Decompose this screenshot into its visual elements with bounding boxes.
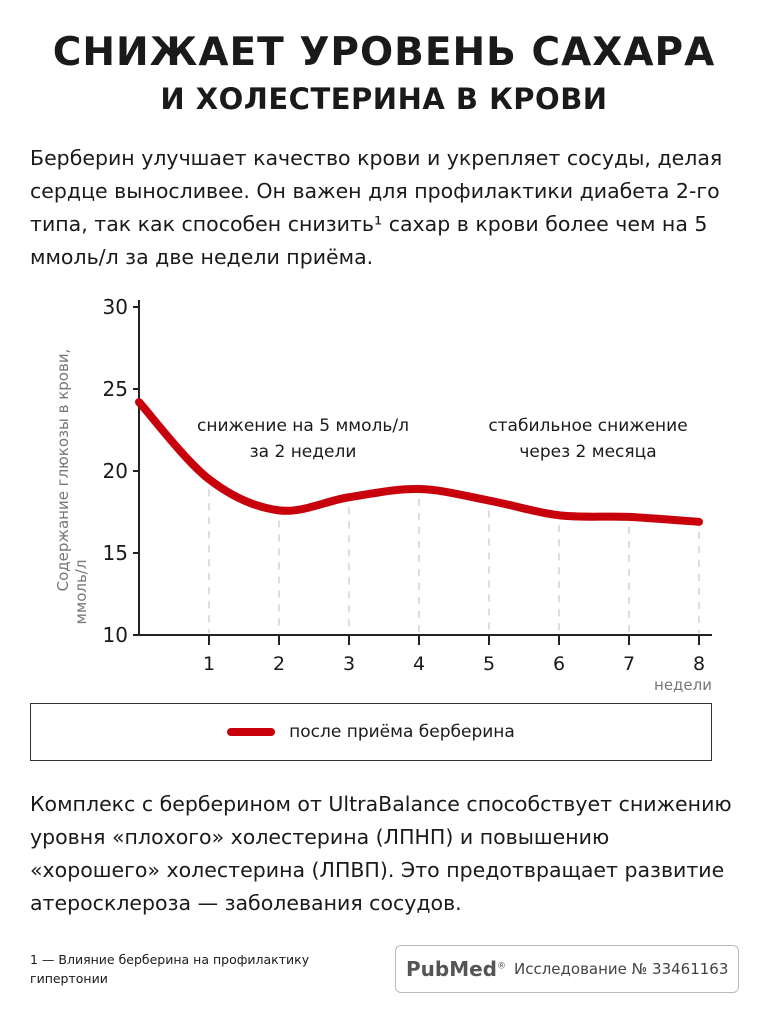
y-tick-label: 25 xyxy=(103,377,128,401)
x-tick-label: 4 xyxy=(413,653,425,675)
x-axis-label: недели xyxy=(654,676,712,694)
x-tick-label: 6 xyxy=(553,653,565,675)
y-tick-label: 15 xyxy=(103,541,128,565)
legend-label: после приёма берберина xyxy=(289,722,515,742)
footnote: 1 — Влияние берберина на профилактику ги… xyxy=(30,952,310,986)
x-tick-label: 2 xyxy=(273,653,285,675)
annotation-1-line1: снижение на 5 ммоль/л xyxy=(197,416,409,436)
page-subtitle: И ХОЛЕСТЕРИНА В КРОВИ xyxy=(160,82,608,116)
x-tick-label: 5 xyxy=(483,653,495,675)
page-title: СНИЖАЕТ УРОВЕНЬ САХАРА xyxy=(52,30,716,75)
annotation-1-line2: за 2 недели xyxy=(250,442,357,462)
y-ticks: 10 15 20 25 30 xyxy=(103,295,139,647)
glucose-chart: 10 15 20 25 30 1 2 3 4 5 6 7 8 снижение на 5 ммоль/… xyxy=(54,295,712,694)
x-tick-label: 7 xyxy=(623,653,635,675)
intro-paragraph: Берберин улучшает качество крови и укреп… xyxy=(30,146,723,269)
pubmed-logo: PubMed® xyxy=(406,957,506,981)
y-axis-label-line2: ммоль/л xyxy=(72,560,90,625)
chart-legend: после приёма берберина xyxy=(30,703,712,761)
y-tick-label: 10 xyxy=(103,623,128,647)
y-axis-label-line1: Содержание глюкозы в крови, xyxy=(54,349,72,592)
y-tick-label: 20 xyxy=(103,459,128,483)
x-tick-label: 8 xyxy=(693,653,705,675)
x-tick-label: 1 xyxy=(203,653,215,675)
annotation-2-line2: через 2 месяца xyxy=(519,442,656,462)
x-ticks: 1 2 3 4 5 6 7 8 xyxy=(203,635,705,675)
y-tick-label: 30 xyxy=(103,295,128,319)
outro-paragraph: Комплекс с берберином от UltraBalance сп… xyxy=(30,792,732,915)
source-badge[interactable]: PubMed® Исследование № 33461163 xyxy=(395,945,739,993)
annotation-2-line1: стабильное снижение xyxy=(488,416,687,436)
study-number: Исследование № 33461163 xyxy=(514,960,729,978)
grid-lines xyxy=(208,489,700,633)
x-tick-label: 3 xyxy=(343,653,355,675)
legend-swatch xyxy=(227,728,276,736)
series-line xyxy=(135,398,703,526)
